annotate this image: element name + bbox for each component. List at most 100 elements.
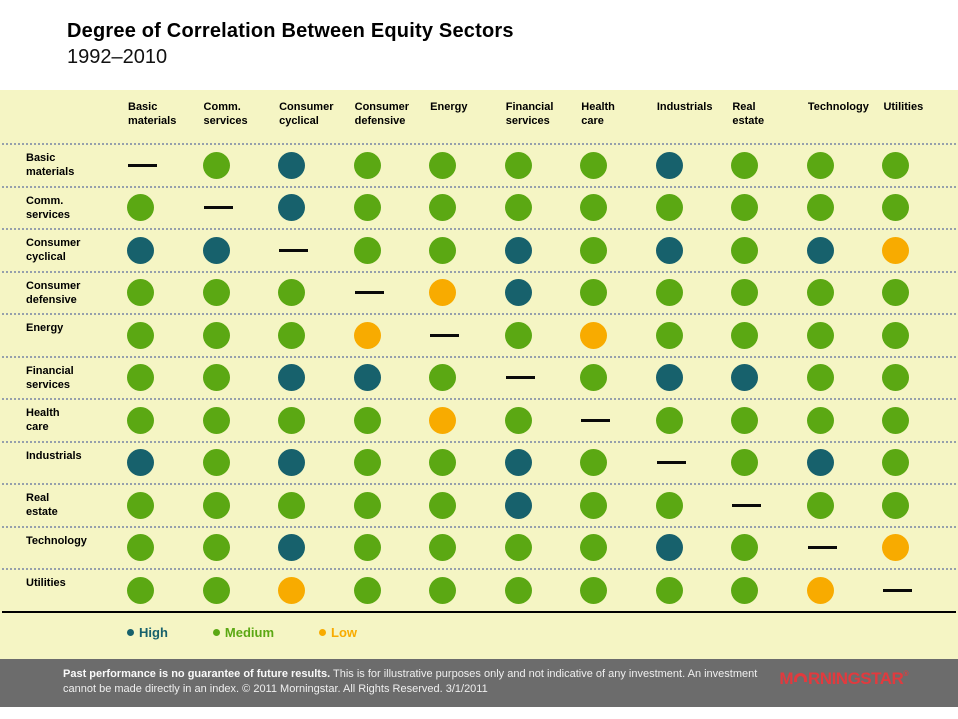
matrix-cell — [880, 443, 956, 484]
matrix-cell — [880, 528, 956, 569]
dot-high — [278, 194, 306, 222]
matrix-cell — [729, 273, 805, 314]
matrix-cell — [201, 358, 277, 399]
dot-high — [504, 449, 532, 477]
legend-item: Medium — [212, 624, 275, 640]
matrix-cell — [276, 570, 352, 611]
matrix-cell — [427, 528, 503, 569]
matrix-cell — [201, 188, 277, 229]
matrix-cell — [352, 188, 428, 229]
column-header: Technology — [807, 101, 869, 113]
dot-medium — [202, 534, 230, 562]
row-header: Technology — [26, 534, 87, 547]
disclaimer-rest: This is for illustrative purposes only a… — [63, 668, 758, 695]
dot-medium — [127, 576, 154, 604]
dot-medium — [127, 321, 154, 349]
column-header: Real estate — [732, 101, 765, 128]
dot-medium — [806, 321, 834, 349]
column-header: Basic materials — [128, 101, 177, 128]
dot-high — [278, 364, 306, 392]
dot-high — [806, 449, 834, 477]
matrix-cell — [503, 145, 579, 186]
dot-medium — [202, 321, 230, 349]
matrix-corner-cell — [2, 90, 125, 143]
row-header: Health care — [26, 407, 60, 434]
dot-medium — [806, 491, 834, 519]
dot-medium — [882, 151, 910, 179]
matrix-cell — [805, 485, 881, 526]
dot-medium — [278, 406, 306, 434]
matrix-cell — [880, 273, 956, 314]
matrix-cell — [352, 273, 428, 314]
row-header: Basic materials — [26, 152, 75, 179]
dot-high — [655, 364, 683, 392]
matrix-cell — [805, 570, 881, 611]
matrix-cell — [729, 145, 805, 186]
legend-label: Medium — [224, 624, 275, 640]
table-row: Financial services — [2, 355, 956, 399]
matrix-cell — [578, 188, 654, 229]
dot-medium — [731, 576, 759, 604]
self-correlation-dash — [581, 418, 611, 422]
dot-medium — [731, 151, 759, 179]
matrix-cell — [503, 230, 579, 271]
matrix-cell — [201, 528, 277, 569]
title-block: Degree of Correlation Between Equity Sec… — [0, 0, 958, 90]
matrix-cell — [654, 528, 730, 569]
matrix-cell — [503, 358, 579, 399]
matrix-cell — [578, 443, 654, 484]
matrix-cell — [201, 315, 277, 356]
table-row: Comm. services — [2, 185, 956, 229]
matrix-cell — [805, 528, 881, 569]
matrix-cell — [654, 315, 730, 356]
matrix-cell — [654, 188, 730, 229]
dot-medium — [504, 321, 532, 349]
matrix-cell — [880, 485, 956, 526]
matrix-cell — [427, 485, 503, 526]
matrix-cell — [578, 485, 654, 526]
column-header: Financial services — [505, 101, 554, 128]
matrix-cell — [427, 230, 503, 271]
matrix-cell — [503, 570, 579, 611]
logo-text-rest: RNINGSTAR — [808, 669, 904, 688]
matrix-cell — [276, 315, 352, 356]
dot-medium — [655, 576, 683, 604]
dot-low — [882, 534, 910, 562]
matrix-cell — [654, 358, 730, 399]
matrix-cell — [201, 443, 277, 484]
dot-high — [202, 236, 230, 264]
matrix-cell — [201, 230, 277, 271]
table-row: Health care — [2, 398, 956, 441]
dot-medium — [806, 194, 834, 222]
matrix-cell — [201, 145, 277, 186]
matrix-cell — [880, 188, 956, 229]
dot-high — [353, 364, 381, 392]
registered-mark: ® — [903, 671, 908, 678]
dot-medium — [504, 534, 532, 562]
dot-high — [127, 449, 154, 477]
matrix-cell — [578, 145, 654, 186]
dot-high — [278, 534, 306, 562]
matrix-cell — [805, 188, 881, 229]
matrix-cell — [125, 145, 201, 186]
matrix-cell — [427, 443, 503, 484]
matrix-cell — [805, 230, 881, 271]
dot-low — [353, 321, 381, 349]
dot-low — [882, 236, 910, 264]
morningstar-logo: M RNINGSTAR ® — [779, 667, 908, 707]
matrix-cell — [276, 400, 352, 441]
matrix-cell — [427, 358, 503, 399]
matrix-cell — [352, 315, 428, 356]
dot-medium — [127, 406, 154, 434]
matrix-cell — [729, 528, 805, 569]
dot-medium — [731, 449, 759, 477]
matrix-cell — [125, 188, 201, 229]
matrix-cell — [427, 400, 503, 441]
matrix-cell — [654, 570, 730, 611]
matrix-cell — [503, 273, 579, 314]
dot-medium — [353, 576, 381, 604]
matrix-cell — [125, 528, 201, 569]
dot-medium — [731, 194, 759, 222]
matrix-cell — [125, 315, 201, 356]
dot-medium — [806, 279, 834, 307]
